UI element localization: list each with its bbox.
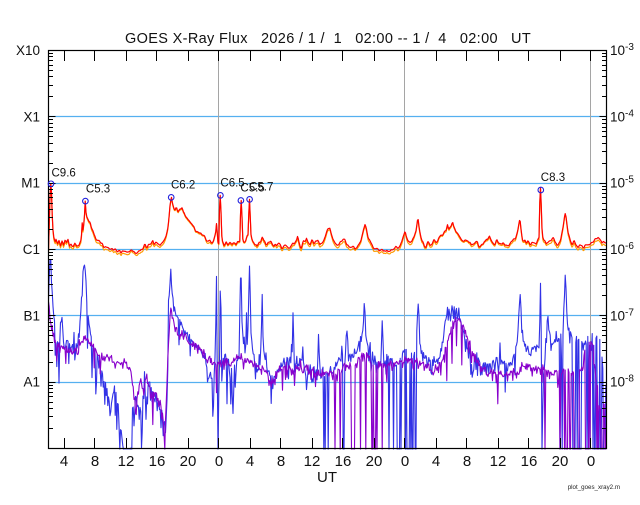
svg-text:12: 12 <box>304 453 321 470</box>
svg-text:C5.7: C5.7 <box>249 182 273 194</box>
svg-text:B1: B1 <box>23 308 40 323</box>
svg-text:0: 0 <box>401 453 409 470</box>
svg-text:0: 0 <box>215 453 223 470</box>
svg-text:C6.5: C6.5 <box>220 178 244 190</box>
svg-text:16: 16 <box>149 453 166 470</box>
svg-text:16: 16 <box>521 453 538 470</box>
svg-text:C9.6: C9.6 <box>52 167 76 179</box>
svg-text:4: 4 <box>432 453 440 470</box>
svg-text:12: 12 <box>118 453 135 470</box>
svg-text:C1: C1 <box>23 242 40 257</box>
svg-text:12: 12 <box>490 453 507 470</box>
svg-text:16: 16 <box>335 453 352 470</box>
svg-text:8: 8 <box>91 453 99 470</box>
svg-text:M1: M1 <box>21 176 40 191</box>
svg-text:A1: A1 <box>23 375 40 390</box>
svg-text:C6.2: C6.2 <box>171 180 195 192</box>
svg-text:X1: X1 <box>23 109 40 124</box>
svg-text:C5.3: C5.3 <box>86 183 110 195</box>
svg-text:8: 8 <box>277 453 285 470</box>
svg-text:4: 4 <box>246 453 254 470</box>
svg-text:8: 8 <box>463 453 471 470</box>
svg-text:20: 20 <box>552 453 569 470</box>
svg-text:X10: X10 <box>16 43 40 58</box>
svg-text:C5.5: C5.5 <box>240 183 264 195</box>
svg-text:UT: UT <box>317 469 337 486</box>
svg-text:GOES X-Ray Flux 2026 / 1 /: GOES X-Ray Flux 2026 / 1 / 1 02:00 -- 1 … <box>125 31 531 47</box>
svg-text:20: 20 <box>180 453 197 470</box>
svg-text:plot_goes_xray2.m: plot_goes_xray2.m <box>568 484 620 491</box>
svg-text:0: 0 <box>587 453 595 470</box>
svg-text:C8.3: C8.3 <box>541 172 565 184</box>
svg-text:4: 4 <box>60 453 68 470</box>
svg-text:20: 20 <box>366 453 383 470</box>
